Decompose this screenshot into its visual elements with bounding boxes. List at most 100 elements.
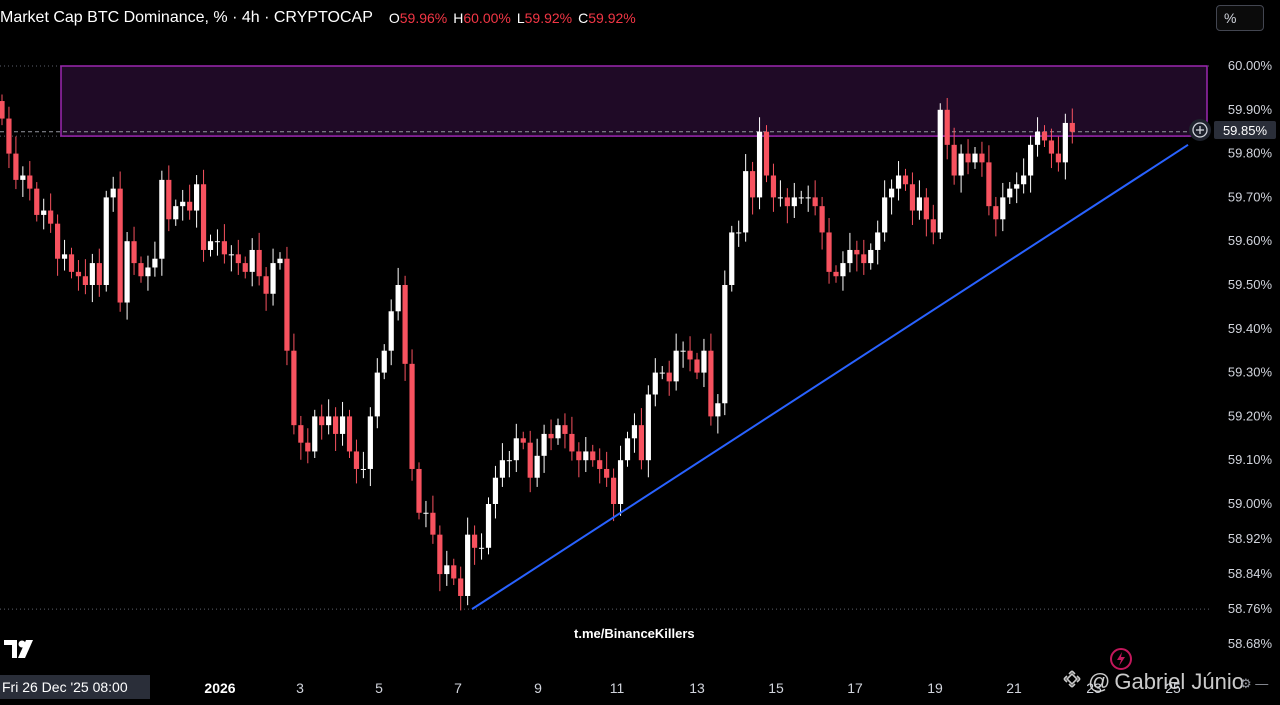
candle: [409, 349, 415, 481]
candle: [207, 234, 214, 257]
current-price-tag: 59.85%: [1214, 121, 1276, 139]
candle: [784, 188, 790, 224]
candle: [972, 147, 978, 169]
candle: [34, 182, 40, 222]
scale-percent-button[interactable]: %: [1216, 5, 1264, 31]
candle: [1021, 158, 1027, 194]
candle: [89, 253, 95, 303]
candle: [854, 240, 860, 272]
chart-header: Market Cap BTC Dominance, % · 4h · CRYPT…: [0, 8, 636, 28]
plus-circle-icon[interactable]: [1189, 119, 1211, 141]
candle: [1041, 125, 1048, 148]
candle: [1028, 135, 1034, 193]
x-tick-label: 7: [454, 680, 462, 696]
candle: [472, 525, 478, 565]
candle: [395, 267, 401, 321]
candle: [527, 430, 533, 493]
y-tick-label: 59.90%: [1228, 102, 1273, 117]
candle: [492, 465, 499, 519]
candle: [944, 97, 950, 160]
candle: [666, 360, 672, 396]
ascending-trendline[interactable]: [471, 144, 1189, 610]
candle: [346, 409, 353, 459]
candle: [548, 419, 554, 451]
x-tick-label: 3: [296, 680, 304, 696]
candle: [13, 136, 19, 190]
x-tick-label: 11: [610, 680, 625, 696]
author-credit: @ Gabriel Júnio: [1060, 667, 1244, 697]
candle: [444, 550, 450, 586]
candle: [555, 418, 561, 445]
candle: [1034, 117, 1041, 157]
candle: [715, 394, 721, 434]
candle: [645, 385, 651, 478]
candle: [590, 444, 596, 467]
candle: [284, 246, 290, 366]
candle: [465, 517, 471, 606]
candle: [1000, 182, 1006, 232]
binance-logo-icon: [1060, 667, 1084, 697]
candle: [194, 175, 200, 228]
candle: [1014, 172, 1020, 204]
candle: [770, 163, 777, 212]
candle: [423, 500, 429, 528]
symbol-title[interactable]: Market Cap BTC Dominance, % · 4h · CRYPT…: [0, 9, 373, 26]
candle: [152, 241, 158, 277]
candle: [805, 185, 811, 212]
watermark: t.me/BinanceKillers: [574, 626, 695, 641]
resistance-zone[interactable]: [60, 65, 1208, 137]
tradingview-logo-icon[interactable]: [4, 638, 40, 660]
candle: [777, 180, 783, 207]
candle: [145, 255, 151, 291]
candle: [1048, 128, 1055, 169]
candle: [451, 558, 457, 586]
candle: [979, 141, 985, 177]
candle: [242, 256, 248, 279]
candle: [617, 445, 624, 516]
candle: [200, 169, 207, 262]
close-value: 59.92%: [588, 10, 636, 26]
candle: [861, 239, 867, 275]
candle: [256, 232, 262, 286]
candle: [96, 248, 102, 297]
y-tick-label: 59.00%: [1228, 496, 1273, 511]
y-tick-label: 59.70%: [1228, 189, 1273, 204]
candle: [916, 180, 922, 220]
candle: [166, 165, 172, 232]
candle: [270, 248, 276, 306]
candle: [840, 251, 846, 291]
y-tick-label: 58.84%: [1228, 566, 1273, 581]
candle: [611, 468, 617, 522]
y-tick-label: 58.92%: [1228, 531, 1273, 546]
candle: [180, 189, 186, 221]
candle: [485, 497, 492, 555]
candle: [68, 247, 75, 279]
candle: [819, 196, 825, 250]
settings-icon[interactable]: ⚙ —: [1240, 676, 1269, 691]
candle: [652, 358, 658, 407]
candle: [381, 344, 387, 380]
candle: [353, 439, 360, 484]
y-tick-label: 59.30%: [1228, 365, 1273, 380]
candle: [631, 413, 638, 453]
bolt-icon: [1110, 648, 1132, 670]
y-tick-label: 59.40%: [1228, 321, 1273, 336]
candle: [930, 204, 936, 245]
candle: [298, 415, 304, 460]
candle: [305, 428, 311, 464]
x-tick-label: 25: [1165, 680, 1181, 696]
candle: [61, 239, 68, 271]
candle: [339, 401, 346, 446]
x-tick-label: 17: [847, 680, 863, 696]
candle: [895, 161, 902, 201]
candle: [319, 404, 325, 440]
candle: [993, 196, 999, 237]
candle: [374, 358, 380, 429]
candle: [291, 333, 297, 435]
candle: [458, 566, 464, 611]
candle: [367, 407, 373, 487]
candle: [958, 144, 964, 193]
candle: [680, 341, 686, 368]
crosshair-date-label: Fri 26 Dec '25 08:00: [0, 675, 150, 699]
